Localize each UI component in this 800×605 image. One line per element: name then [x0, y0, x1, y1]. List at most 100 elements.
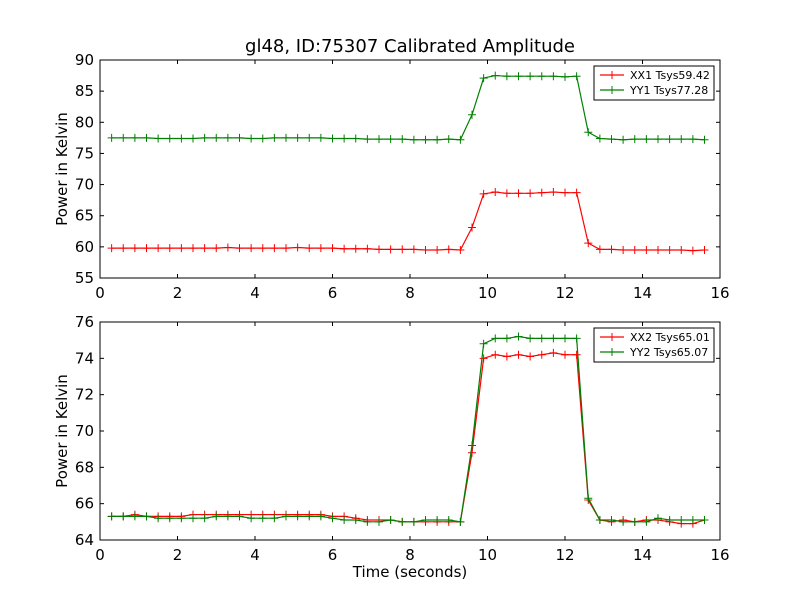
x-tick-label: 14: [633, 546, 652, 564]
data-point-marker: [212, 244, 221, 253]
y-tick-label: 65: [75, 207, 94, 225]
data-point-marker: [235, 133, 244, 142]
data-point-marker: [398, 245, 407, 254]
data-point-marker: [165, 134, 174, 143]
data-point-marker: [502, 72, 511, 81]
data-point-marker: [549, 334, 558, 343]
x-tick-label: 10: [478, 546, 497, 564]
data-point-marker: [700, 245, 709, 254]
data-point-marker: [688, 516, 697, 525]
data-point-marker: [340, 134, 349, 143]
data-point-marker: [316, 244, 325, 253]
data-point-marker: [491, 350, 500, 359]
data-point-marker: [258, 244, 267, 253]
data-point-marker: [421, 516, 430, 525]
data-point-marker: [212, 512, 221, 521]
data-point-marker: [514, 350, 523, 359]
data-point-marker: [561, 334, 569, 343]
data-point-marker: [386, 135, 395, 144]
data-point-marker: [177, 514, 186, 523]
data-point-marker: [572, 350, 581, 359]
plot-panel-1: 0 2 4 6 8 10 12 14 16 55 60 65 70 75 80 85 90 Power in Ke…: [53, 51, 730, 302]
data-point-marker: [270, 514, 279, 523]
data-point-marker: [607, 516, 616, 525]
data-point-marker: [595, 516, 604, 525]
data-point-marker: [607, 135, 616, 144]
data-point-marker: [282, 512, 290, 521]
data-point-marker: [363, 517, 372, 526]
legend-box: [593, 327, 715, 363]
data-point-marker: [526, 189, 535, 198]
legend-marker: [608, 86, 616, 94]
data-point-marker: [119, 512, 128, 521]
data-point-marker: [491, 334, 500, 343]
series-line-2-2: [111, 335, 705, 523]
data-point-marker: [398, 517, 407, 526]
data-point-marker: [630, 517, 639, 526]
data-point-marker: [444, 135, 453, 144]
data-point-marker: [584, 239, 593, 248]
data-point-marker: [630, 245, 639, 254]
figure-title: gl48, ID:75307 Calibrated Amplitude: [245, 36, 575, 57]
data-point-marker: [235, 512, 244, 521]
data-point-marker: [619, 135, 628, 144]
data-point-marker: [514, 332, 523, 341]
data-point-marker: [514, 72, 523, 81]
data-point-marker: [665, 135, 674, 144]
data-point-marker: [328, 134, 337, 143]
legend-label: XX1 Tsys59.42: [630, 69, 710, 82]
data-point-marker: [584, 128, 593, 137]
data-point-marker: [444, 516, 453, 525]
data-point-marker: [398, 135, 407, 144]
y-tick-label: 74: [75, 349, 94, 367]
data-point-marker: [177, 134, 186, 143]
data-point-marker: [130, 512, 139, 521]
legend-2: XX2 Tsys65.01 YY2 Tsys65.07: [593, 327, 715, 363]
data-point-marker: [247, 134, 256, 143]
data-point-marker: [677, 516, 686, 525]
x-tick-label: 0: [95, 546, 105, 564]
data-point-marker: [363, 244, 372, 253]
data-point-marker: [572, 188, 581, 197]
y-tick-label: 80: [75, 113, 94, 131]
x-tick-label: 6: [328, 546, 338, 564]
data-point-marker: [642, 135, 651, 144]
x-tick-label: 10: [478, 284, 497, 302]
x-tick-label: 6: [328, 284, 338, 302]
y-tick-label: 90: [75, 51, 94, 69]
data-point-marker: [409, 135, 418, 144]
data-point-marker: [142, 133, 151, 142]
x-tick-label: 4: [250, 546, 260, 564]
data-point-marker: [479, 74, 488, 83]
y-axis-label-1: Power in Kelvin: [53, 112, 71, 226]
data-point-marker: [537, 334, 546, 343]
x-tick-label: 8: [405, 284, 415, 302]
y-tick-label: 72: [75, 386, 94, 404]
data-point-marker: [595, 245, 604, 254]
data-point-marker: [537, 72, 546, 81]
data-point-marker: [119, 244, 128, 253]
data-point-marker: [189, 244, 197, 253]
data-point-marker: [607, 245, 616, 254]
data-point-marker: [677, 245, 686, 254]
data-point-marker: [572, 334, 581, 343]
x-axis-label: Time (seconds): [352, 563, 468, 581]
data-point-marker: [212, 133, 221, 142]
data-point-marker: [165, 244, 174, 253]
data-point-marker: [363, 135, 372, 144]
data-point-marker: [351, 244, 360, 253]
data-point-marker: [293, 133, 302, 142]
data-point-marker: [491, 188, 500, 197]
data-point-marker: [328, 514, 337, 523]
data-point-marker: [305, 512, 314, 521]
data-point-marker: [479, 354, 488, 363]
data-point-marker: [270, 133, 279, 142]
data-point-marker: [549, 348, 558, 357]
data-point-marker: [235, 244, 244, 253]
data-point-marker: [340, 244, 349, 253]
legend-label: XX2 Tsys65.01: [630, 331, 710, 344]
x-tick-label: 12: [555, 284, 574, 302]
y-tick-label: 75: [75, 144, 94, 162]
data-point-marker: [421, 135, 430, 144]
